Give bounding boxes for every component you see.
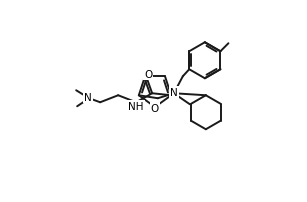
Text: N: N: [84, 93, 92, 103]
Text: O: O: [144, 70, 152, 80]
Text: N: N: [170, 88, 178, 98]
Text: O: O: [151, 103, 159, 114]
Text: NH: NH: [128, 102, 144, 112]
